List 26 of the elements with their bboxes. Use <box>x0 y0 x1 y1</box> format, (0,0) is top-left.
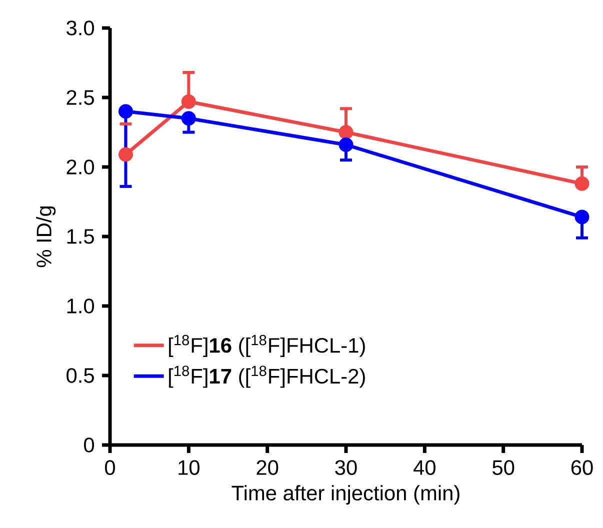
x-tick-label: 0 <box>105 460 115 475</box>
x-tick-label: 40 <box>414 460 436 475</box>
x-tick-label: 30 <box>335 460 357 475</box>
point <box>118 147 133 162</box>
y-tick-label: 0 <box>84 438 94 452</box>
x-axis-title: Time after injection (min) <box>232 485 460 505</box>
y-axis-title: % ID/g <box>36 206 56 268</box>
x-tick-label: 50 <box>492 460 514 475</box>
point <box>118 104 133 119</box>
y-tick-label: 0.5 <box>66 368 94 383</box>
point <box>338 124 354 140</box>
y-tick-label: 1.0 <box>67 298 94 314</box>
x-tick-label: 10 <box>178 460 200 475</box>
y-tick-label: 2.5 <box>66 90 94 105</box>
y-tick-label: 2.0 <box>66 160 94 174</box>
y-tick-label: 1.5 <box>67 229 94 244</box>
legend-label: [$^{18}$F]16 ([$^{18}$F]FHCL-1) <box>169 334 365 357</box>
x-tick-label: 60 <box>571 460 593 475</box>
point <box>574 176 590 191</box>
y-tick-label: 3.0 <box>66 20 94 36</box>
point <box>181 111 196 126</box>
x-tick-label: 20 <box>256 460 278 475</box>
point <box>338 138 354 152</box>
point <box>181 94 196 109</box>
legend-label: [$^{18}$F]17 ([$^{18}$F]FHCL-2) <box>169 366 365 388</box>
point <box>574 210 590 224</box>
